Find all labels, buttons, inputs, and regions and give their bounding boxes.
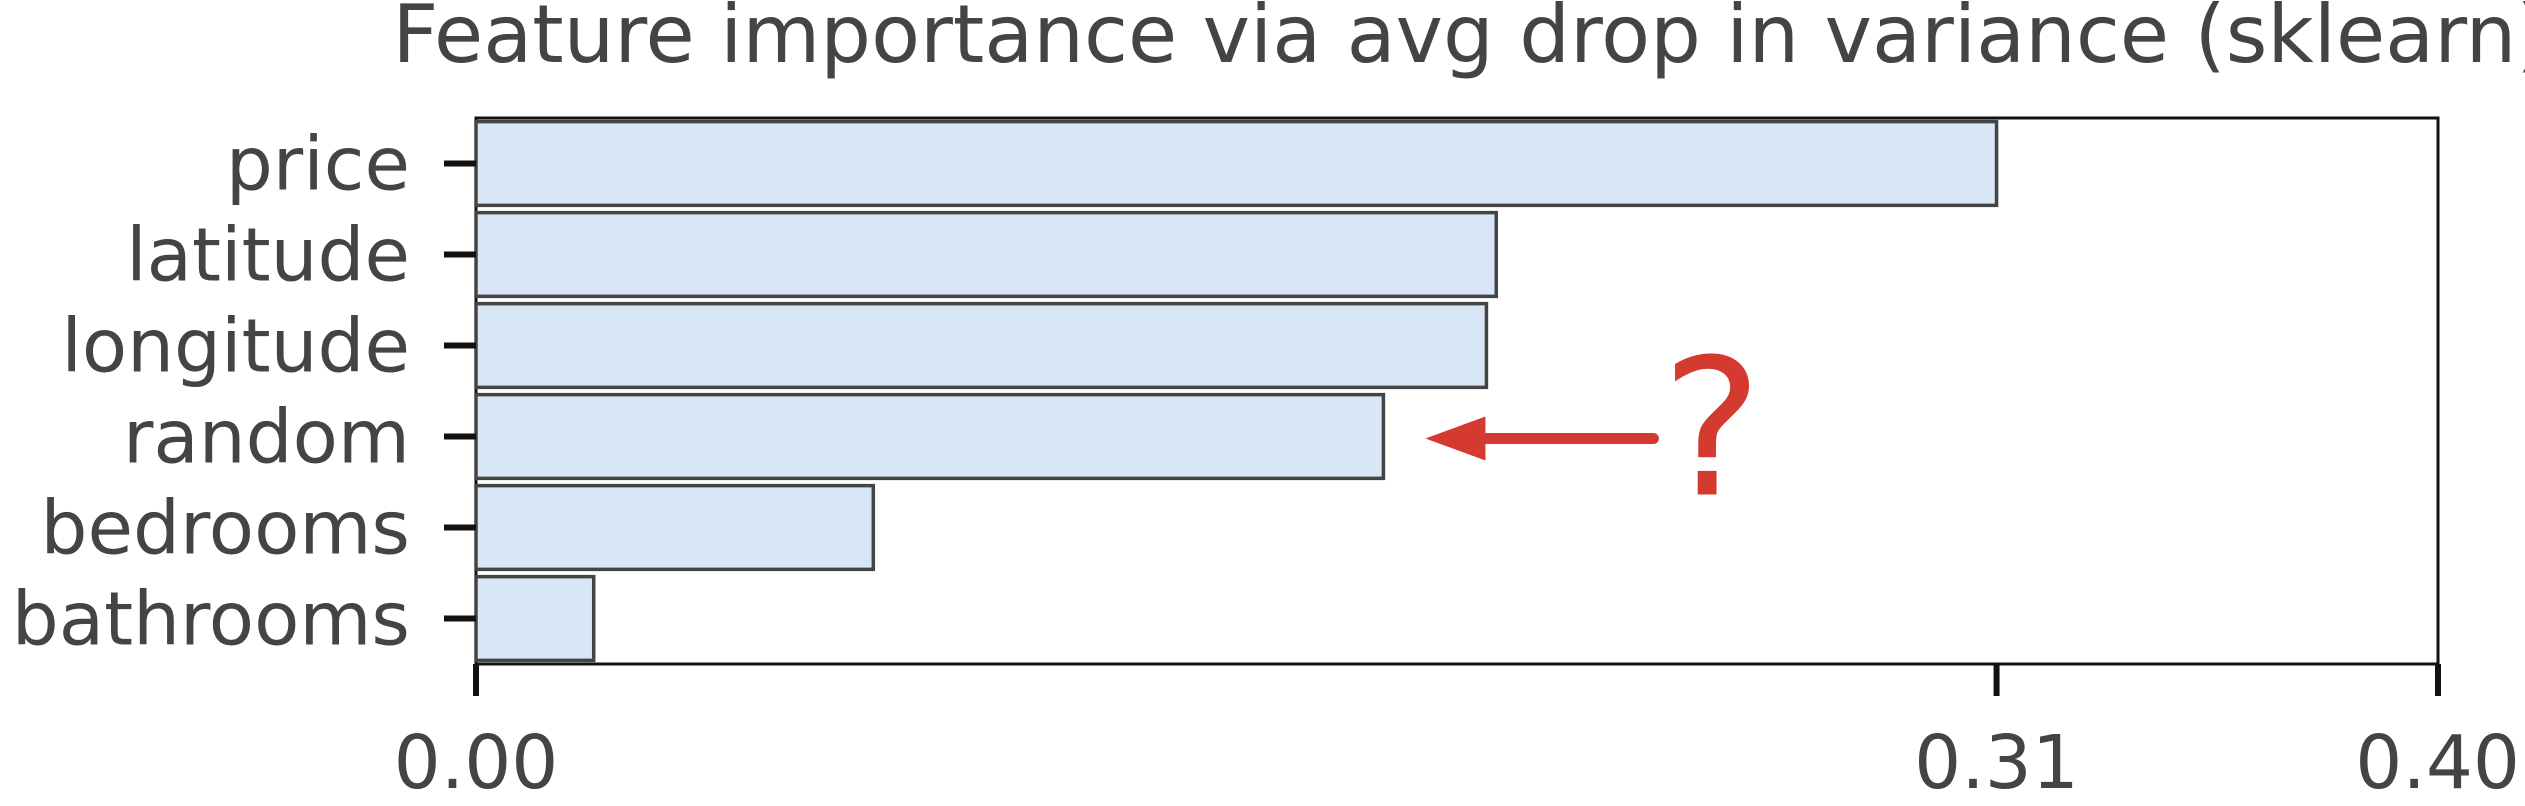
bar-random	[474, 392, 1386, 481]
x-axis-ticks: 0.00 0.31 0.40	[394, 664, 2520, 806]
bar-latitude	[474, 210, 1498, 299]
category-labels: pricelatitudelongituderandombedroomsbath…	[12, 122, 476, 663]
category-label-latitude: latitude	[126, 213, 410, 299]
x-tick-label: 0.31	[1914, 720, 2079, 806]
category-label-random: random	[123, 395, 410, 481]
annotation-arrow-head	[1425, 416, 1486, 461]
category-label-price: price	[226, 122, 410, 208]
x-tick-label: 0.00	[394, 720, 559, 806]
bar-longitude	[474, 301, 1489, 390]
category-label-bathrooms: bathrooms	[12, 577, 410, 663]
plot-area-frame	[474, 116, 2440, 666]
x-tick-label: 0.40	[2355, 720, 2520, 806]
bar-price	[474, 119, 1999, 208]
bar-bathrooms	[474, 574, 596, 663]
category-label-bedrooms: bedrooms	[41, 486, 410, 572]
annotation-question-mark: ?	[1661, 319, 1762, 540]
bars-layer	[474, 119, 1999, 663]
category-label-longitude: longitude	[61, 304, 410, 390]
chart-title: Feature importance via avg drop in varia…	[392, 0, 2525, 81]
annotation: ?	[1425, 319, 1762, 540]
bar-bedrooms	[474, 483, 876, 572]
